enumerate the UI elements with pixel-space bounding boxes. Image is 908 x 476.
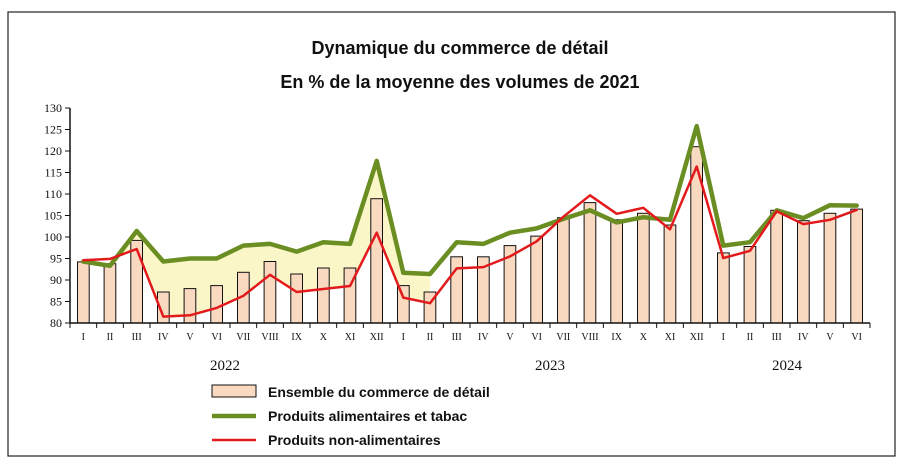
y-tick-label-0: 80 — [50, 316, 62, 330]
bar-20 — [610, 219, 623, 324]
x-tick-label-22: XI — [665, 332, 676, 343]
bar-26 — [770, 209, 783, 324]
bar-9 — [317, 267, 330, 324]
x-tick-label-16: V — [506, 332, 514, 343]
x-tick-label-14: III — [452, 332, 462, 343]
y-tick-label-1: 85 — [50, 295, 62, 309]
x-tick-label-12: I — [402, 332, 405, 343]
x-tick-label-19: VIII — [581, 332, 598, 343]
bar-18 — [557, 217, 570, 324]
legend-swatch-0 — [211, 384, 257, 398]
y-tick-label-9: 125 — [44, 123, 62, 137]
y-tick-label-8: 120 — [44, 144, 62, 158]
series-line-1 — [82, 165, 858, 318]
x-tick-label-9: X — [320, 332, 328, 343]
bar-7 — [263, 261, 277, 324]
y-tick-label-5: 105 — [44, 209, 62, 223]
legend-label-1: Produits alimentaires et tabac — [268, 408, 467, 424]
x-tick-label-25: II — [747, 332, 754, 343]
x-tick-label-21: X — [640, 332, 648, 343]
bar-8 — [290, 273, 303, 324]
bar-25 — [743, 246, 757, 324]
x-tick-label-10: XI — [345, 332, 356, 343]
x-tick-label-29: VI — [851, 332, 862, 343]
y-tick-label-10: 130 — [44, 101, 62, 115]
year-label-2: 2024 — [772, 358, 803, 374]
x-tick-label-8: IX — [291, 332, 302, 343]
bar-11 — [370, 198, 383, 324]
y-tick-label-7: 115 — [44, 166, 62, 180]
x-tick-label-5: VI — [211, 332, 222, 343]
bar-2 — [130, 239, 144, 324]
bar-22 — [663, 224, 677, 324]
x-tick-label-28: V — [826, 332, 834, 343]
x-tick-label-17: VI — [531, 332, 542, 343]
chart-subtitle: En % de la moyenne des volumes de 2021 — [280, 72, 639, 92]
bar-17 — [530, 235, 543, 324]
bar-24 — [717, 252, 730, 324]
y-tick-label-4: 100 — [44, 230, 62, 244]
x-tick-label-7: VIII — [261, 332, 278, 343]
y-tick-label-3: 95 — [50, 252, 62, 266]
bar-29 — [850, 208, 863, 324]
x-tick-label-3: IV — [158, 332, 169, 343]
x-tick-label-2: III — [132, 332, 142, 343]
year-label-1: 2023 — [535, 358, 565, 374]
year-label-0: 2022 — [210, 358, 240, 374]
bar-14 — [450, 256, 463, 324]
x-tick-label-27: IV — [798, 332, 809, 343]
outer-frame — [7, 11, 896, 457]
x-tick-label-23: XII — [690, 332, 704, 343]
x-tick-label-4: V — [186, 332, 194, 343]
legend-label-0: Ensemble du commerce de détail — [268, 384, 490, 400]
bar-5 — [210, 285, 224, 324]
x-tick-label-26: III — [772, 332, 782, 343]
x-tick-label-6: VII — [236, 332, 250, 343]
x-tick-label-11: XII — [370, 332, 384, 343]
y-tick-label-2: 90 — [50, 273, 62, 287]
bar-28 — [823, 212, 837, 324]
y-tick-label-6: 110 — [44, 187, 62, 201]
bar-27 — [797, 220, 810, 324]
x-tick-label-18: VII — [556, 332, 570, 343]
chart-title: Dynamique du commerce de détail — [311, 38, 608, 58]
x-tick-label-15: IV — [478, 332, 489, 343]
x-tick-label-13: II — [427, 332, 434, 343]
x-tick-label-0: I — [82, 332, 85, 343]
bar-21 — [637, 212, 650, 324]
legend: Ensemble du commerce de détail Produits a… — [211, 384, 490, 448]
x-tick-label-24: I — [722, 332, 725, 343]
bar-1 — [103, 263, 117, 324]
x-tick-label-20: IX — [611, 332, 622, 343]
bar-0 — [77, 261, 90, 324]
legend-label-2: Produits non-alimentaires — [268, 432, 441, 448]
x-tick-label-1: II — [107, 332, 114, 343]
bar-12 — [397, 285, 410, 324]
series-line-0 — [81, 123, 859, 277]
bar-4 — [183, 288, 197, 324]
bar-19 — [583, 202, 597, 324]
